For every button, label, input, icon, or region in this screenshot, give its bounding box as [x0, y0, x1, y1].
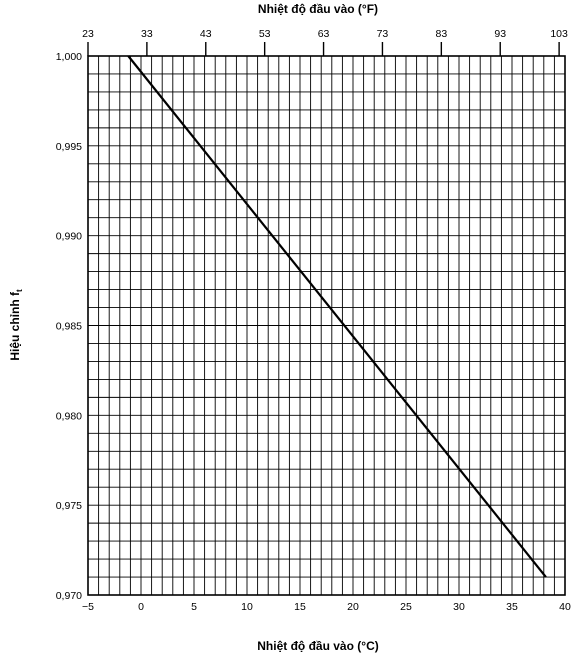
grid-lines: [87, 55, 566, 596]
x-tick-label: −5: [82, 601, 94, 613]
x-tick-label: 5: [191, 601, 197, 613]
y-tick-label: 0,995: [56, 141, 82, 153]
x2-tick-label: 23: [82, 28, 94, 40]
top-axis-labels: 23 33 43 53 63 73 83 93 103: [82, 28, 568, 40]
top-axis-title: Nhiệt độ đầu vào (°F): [258, 2, 378, 16]
y-axis-title: Hiệu chỉnh ft: [8, 289, 24, 361]
y-axis-title-main: Hiệu chỉnh f: [8, 291, 22, 361]
x-tick-label: 20: [347, 601, 359, 613]
x-tick-label: 35: [506, 601, 518, 613]
x2-tick-label: 33: [141, 28, 153, 40]
y-tick-label: 0,980: [56, 410, 82, 422]
y-tick-label: 0,985: [56, 321, 82, 333]
x2-tick-label: 73: [377, 28, 389, 40]
x-tick-label: 25: [400, 601, 412, 613]
x-tick-label: 40: [559, 601, 571, 613]
x2-tick-label: 93: [494, 28, 506, 40]
series-line: [127, 55, 547, 578]
plot-border: [87, 55, 566, 596]
series-layer: [127, 55, 547, 578]
x-tick-label: 0: [138, 601, 144, 613]
y-axis-title-subscript: t: [15, 289, 24, 292]
y-tick-label: 1,000: [56, 51, 82, 63]
y-tick-label: 0,990: [56, 231, 82, 243]
bottom-axis-title: Nhiệt độ đầu vào (°C): [257, 639, 378, 653]
svg-text:Hiệu chỉnh ft: Hiệu chỉnh ft: [8, 289, 24, 361]
top-axis-ticks: [87, 42, 560, 56]
y-tick-label: 0,975: [56, 500, 82, 512]
y-tick-label: 0,970: [56, 590, 82, 602]
x-tick-label: 15: [294, 601, 306, 613]
x2-tick-label: 83: [435, 28, 447, 40]
x2-tick-label: 53: [259, 28, 271, 40]
x-tick-label: 10: [241, 601, 253, 613]
x2-tick-label: 63: [318, 28, 330, 40]
bottom-axis-labels: −5 0 5 10 15 20 25 30 35 40: [82, 601, 571, 613]
x2-tick-label: 103: [550, 28, 568, 40]
y-axis-labels: 0,970 0,975 0,980 0,985 0,990 0,995 1,000: [56, 51, 82, 602]
x2-tick-label: 43: [200, 28, 212, 40]
x-tick-label: 30: [453, 601, 465, 613]
